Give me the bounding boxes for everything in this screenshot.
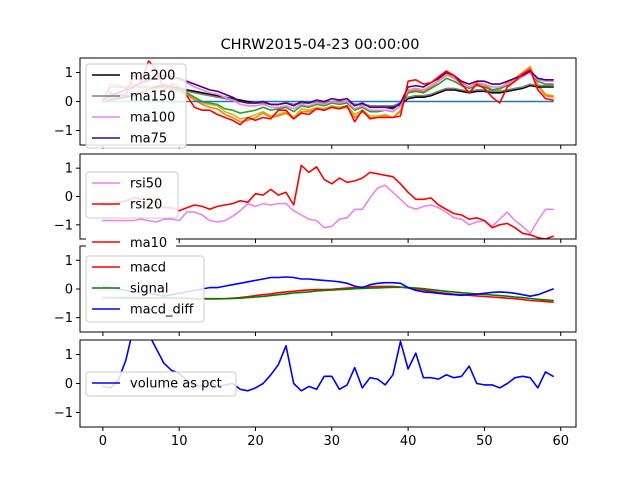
legend-partial-entry: ma10 <box>86 236 176 251</box>
legend-entry: ma10 <box>130 236 167 251</box>
legend-panel-1: ma200 ma150 ma100 ma75 <box>85 63 187 149</box>
x-tick-label: 30 <box>324 434 341 449</box>
x-tick-label: 60 <box>552 434 569 449</box>
legend-entry: volume as pct <box>130 377 222 392</box>
legend-entry: ma150 <box>130 90 175 105</box>
legend-entry: rsi20 <box>130 198 162 213</box>
x-tick-label: 20 <box>247 434 264 449</box>
legend-entry: macd <box>130 261 166 276</box>
legend-entry: ma100 <box>130 111 175 126</box>
legend-box <box>85 255 205 323</box>
legend-box <box>85 371 237 397</box>
y-tick-label: 0 <box>65 283 73 298</box>
y-tick-label: 1 <box>65 162 73 177</box>
y-tick-label: −1 <box>54 124 73 139</box>
y-tick-label: 1 <box>65 254 73 269</box>
y-tick-label: 0 <box>65 377 73 392</box>
chart-panels: −101 ma200ma150ma100ma75−101rsi50rsi20−10… <box>54 57 577 449</box>
legend-entry: macd_diff <box>130 303 194 318</box>
y-tick-label: 0 <box>65 190 73 205</box>
series-line-rsi50 <box>102 184 554 235</box>
y-tick-label: −1 <box>54 218 73 233</box>
x-tick-label: 50 <box>476 434 493 449</box>
legend-panel-3: macd signal macd_diff ma10 <box>85 236 205 323</box>
y-tick-label: 1 <box>65 348 73 363</box>
y-tick-label: 0 <box>65 95 73 110</box>
legend-entry: rsi50 <box>130 177 162 192</box>
legend-entry: ma200 <box>130 69 175 84</box>
legend-panel-2: rsi50 rsi20 <box>85 171 179 219</box>
x-tick-label: 40 <box>400 434 417 449</box>
legend-entry: ma75 <box>130 132 167 147</box>
legend-entry: signal <box>130 282 168 297</box>
y-tick-label: −1 <box>54 311 73 326</box>
y-tick-label: −1 <box>54 406 73 421</box>
x-tick-label: 0 <box>99 434 107 449</box>
x-tick-label: 10 <box>171 434 188 449</box>
chart-title: CHRW2015-04-23 00:00:00 <box>221 37 420 53</box>
legend-box <box>85 63 187 149</box>
legend-panel-4: volume as pct <box>85 371 237 397</box>
y-tick-label: 1 <box>65 66 73 81</box>
